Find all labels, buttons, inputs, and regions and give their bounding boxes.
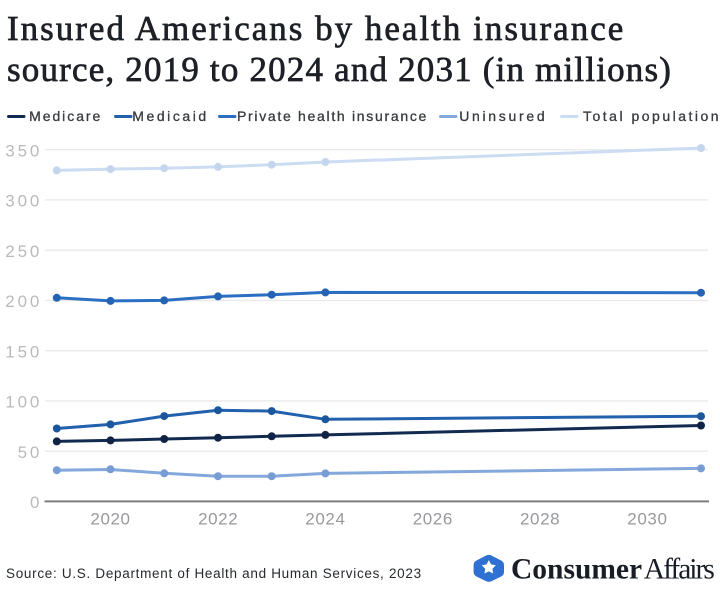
svg-text:0: 0 bbox=[30, 493, 42, 512]
svg-text:Total population: Total population bbox=[583, 108, 720, 124]
svg-text:source, 2019 to 2024 and 2031: source, 2019 to 2024 and 2031 (in millio… bbox=[7, 50, 672, 89]
svg-text:2030: 2030 bbox=[627, 510, 667, 529]
svg-text:50: 50 bbox=[18, 443, 43, 462]
svg-text:Source: U.S. Department of Hea: Source: U.S. Department of Health and Hu… bbox=[6, 566, 422, 581]
svg-text:2026: 2026 bbox=[413, 510, 453, 529]
svg-text:2028: 2028 bbox=[520, 510, 560, 529]
svg-text:2024: 2024 bbox=[305, 510, 345, 529]
svg-text:Medicaid: Medicaid bbox=[132, 108, 208, 124]
svg-text:Affairs: Affairs bbox=[644, 554, 715, 586]
svg-text:Medicare: Medicare bbox=[29, 108, 102, 124]
svg-text:Private health insurance: Private health insurance bbox=[237, 108, 428, 124]
svg-text:200: 200 bbox=[5, 292, 42, 311]
svg-text:Consumer: Consumer bbox=[511, 554, 642, 586]
svg-text:150: 150 bbox=[5, 343, 42, 362]
svg-text:Uninsured: Uninsured bbox=[459, 108, 547, 124]
svg-text:2022: 2022 bbox=[198, 510, 238, 529]
svg-text:350: 350 bbox=[5, 142, 42, 161]
svg-text:300: 300 bbox=[5, 192, 42, 211]
svg-text:100: 100 bbox=[5, 393, 42, 412]
svg-text:250: 250 bbox=[5, 242, 42, 261]
svg-text:2020: 2020 bbox=[90, 510, 130, 529]
svg-text:Insured Americans by health in: Insured Americans by health insurance bbox=[7, 9, 625, 48]
